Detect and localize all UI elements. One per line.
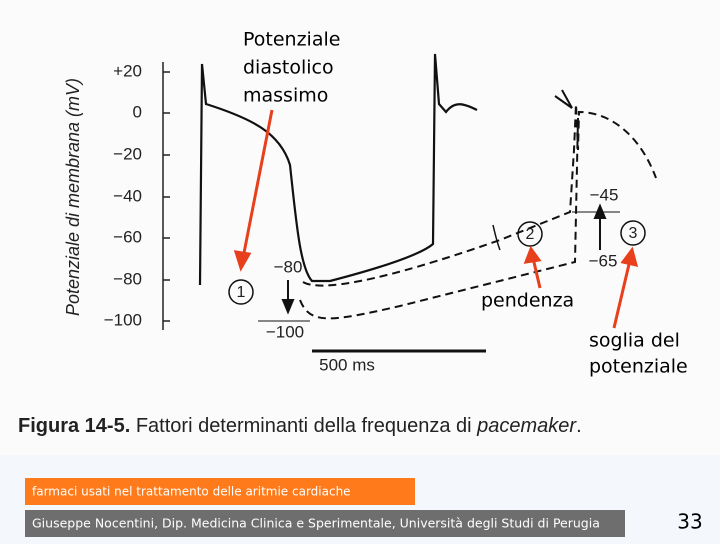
marker-label: 1 <box>237 284 246 301</box>
callout-line: diastolico <box>243 57 334 79</box>
annotation: −100 <box>266 322 304 341</box>
caption-label: Figura 14-5. <box>18 415 130 437</box>
y-tick-label: +20 <box>113 61 142 80</box>
topic-box <box>25 478 415 505</box>
y-tick-label: −100 <box>104 310 142 329</box>
marker-circle <box>228 279 254 305</box>
annotation: −80 <box>274 257 303 276</box>
callout-line: potenziale <box>589 356 688 378</box>
caption-end: . <box>576 415 582 437</box>
y-tick-label: −60 <box>113 227 142 246</box>
y-axis-label: Potenziale di membrana (mV) <box>63 78 83 316</box>
dashed-curve <box>302 103 657 287</box>
marker-label: 3 <box>629 225 638 242</box>
y-tick-label: −40 <box>113 186 142 205</box>
arrow-head <box>554 89 573 109</box>
callout-line: soglia del <box>589 330 680 352</box>
figure-background <box>0 0 720 455</box>
marker-label: 2 <box>526 226 535 243</box>
credit-box <box>25 510 625 537</box>
marker-circle <box>517 221 543 247</box>
callout-line: pendenza <box>481 290 574 312</box>
red-arrows <box>233 109 639 329</box>
dashed-curve-low <box>299 117 579 320</box>
y-tick-label: −20 <box>113 144 142 163</box>
annotation: −45 <box>590 185 619 204</box>
caption-text: Fattori determinanti della frequenza di <box>136 415 472 437</box>
page-number: 33 <box>677 510 702 534</box>
slope-arrow <box>492 224 501 251</box>
y-tick-marks <box>163 71 170 322</box>
y-tick-label: 0 <box>133 102 142 121</box>
callout-line: massimo <box>243 85 328 107</box>
caption-italic: pacemaker <box>476 415 577 437</box>
annotation: −65 <box>589 251 618 270</box>
credit-text: Giuseppe Nocentini, Dip. Medicina Clinic… <box>32 516 600 531</box>
y-tick-label: −80 <box>113 269 142 288</box>
callout-line: Potenziale <box>243 29 340 51</box>
topic-text: farmaci usati nel trattamento delle arit… <box>32 485 351 499</box>
marker-circle <box>620 220 646 246</box>
figure-caption: Figura 14-5. Fattori determinanti della … <box>18 415 582 437</box>
scale-bar-label: 500 ms <box>319 355 375 374</box>
